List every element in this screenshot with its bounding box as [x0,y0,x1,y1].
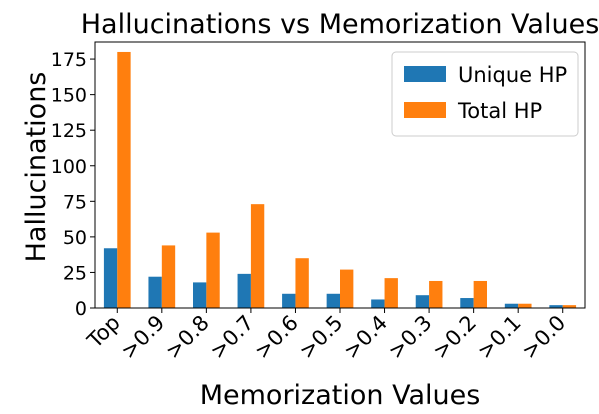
bar-unique-hp-10 [549,305,563,308]
x-tick-label-2: >0.8 [161,311,214,364]
legend-label-1: Total HP [457,99,542,123]
bars-layer [103,51,577,309]
x-tick-label-7: >0.3 [384,311,437,364]
bar-total-hp-10 [562,305,577,308]
bar-total-hp-2 [206,232,220,308]
x-tick-label-9: >0.1 [473,311,526,364]
bar-unique-hp-4 [282,293,296,308]
bar-unique-hp-5 [326,293,340,308]
x-tick-label-10: >0.0 [517,311,570,364]
x-tick-label-1: >0.9 [116,311,169,364]
bar-total-hp-1 [161,245,176,308]
bar-total-hp-3 [250,204,265,308]
bar-unique-hp-2 [193,282,207,308]
x-tick-label-6: >0.4 [339,311,392,364]
bar-total-hp-6 [384,278,398,308]
bar-total-hp-5 [340,269,354,308]
y-tick-label-0: 0 [75,298,87,320]
bar-unique-hp-1 [148,276,162,308]
y-tick-label-6: 150 [51,85,87,107]
bar-total-hp-4 [295,258,309,308]
legend-swatch-0 [404,66,446,82]
y-tick-label-5: 125 [51,120,87,142]
bar-unique-hp-0 [103,248,118,308]
x-tick-label-8: >0.2 [428,311,481,364]
legend-swatch-1 [404,102,446,118]
bar-total-hp-7 [429,280,443,308]
bar-unique-hp-8 [460,298,474,308]
bar-total-hp-9 [518,303,532,308]
y-tick-label-4: 100 [51,156,87,178]
legend: Unique HP Total HP [391,51,579,137]
x-tick-label-4: >0.6 [250,311,303,364]
y-tick-label-3: 75 [63,191,87,213]
bar-unique-hp-7 [415,295,430,308]
bar-total-hp-8 [473,280,487,308]
y-tick-label-7: 175 [51,49,87,71]
legend-label-0: Unique HP [458,63,567,87]
bar-unique-hp-6 [371,299,385,308]
chart-title: Hallucinations vs Memorization Values [81,9,599,40]
x-axis-label: Memorization Values [200,380,481,411]
y-tick-label-2: 50 [63,227,87,249]
x-tick-label-5: >0.5 [295,311,348,364]
bar-unique-hp-3 [237,273,251,308]
x-tick-label-3: >0.7 [205,311,258,364]
y-tick-label-1: 25 [63,262,87,284]
y-axis-label: Hallucinations [21,72,52,263]
bar-unique-hp-9 [504,303,519,308]
bar-total-hp-0 [117,51,131,309]
